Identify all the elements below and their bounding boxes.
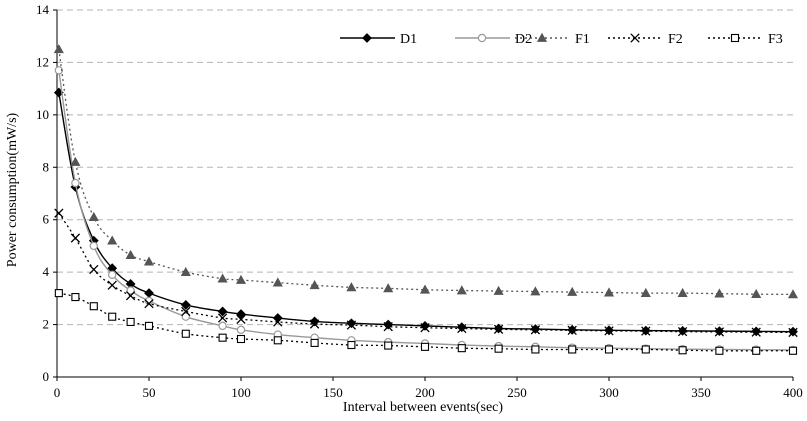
point-f3-19 (642, 346, 649, 353)
y-tick-label-10: 10 (36, 107, 49, 122)
series-line-d2 (59, 70, 793, 350)
point-f3-4 (127, 318, 134, 325)
y-tick-label-8: 8 (43, 159, 50, 174)
x-axis-title: Interval between events(sec) (343, 400, 503, 415)
point-f3-1 (72, 294, 79, 301)
y-tick-label-2: 2 (43, 317, 50, 332)
point-f3-21 (716, 347, 723, 354)
point-d2-8 (237, 326, 244, 333)
point-f1-2 (90, 213, 98, 221)
series-line-f2 (59, 213, 793, 332)
series-f2 (55, 209, 798, 337)
legend-marker-f2 (631, 34, 639, 42)
y-tick-label-12: 12 (36, 54, 49, 69)
x-tick-label-400: 400 (783, 385, 803, 400)
legend-marker-f1 (538, 34, 546, 42)
legend: D1 D2 F1 F2 F3 (340, 32, 783, 47)
point-f1-7 (218, 274, 226, 282)
point-f3-22 (753, 347, 760, 354)
x-tick-label-200: 200 (415, 385, 435, 400)
point-f3-9 (274, 337, 281, 344)
x-tick-label-300: 300 (599, 385, 619, 400)
y-axis-title: Power consumption(mW/s) (5, 112, 20, 267)
y-tick-label-0: 0 (43, 369, 50, 384)
legend-label-f1: F1 (575, 32, 590, 47)
point-f3-16 (532, 346, 539, 353)
legend-label-d1: D1 (400, 32, 417, 47)
series-layer (55, 45, 798, 354)
point-f1-3 (108, 236, 116, 244)
x-tick-label-350: 350 (691, 385, 711, 400)
point-d2-2 (90, 242, 97, 249)
x-tick-label-100: 100 (231, 385, 251, 400)
point-f3-3 (109, 313, 116, 320)
point-f1-20 (678, 289, 686, 297)
point-f1-17 (568, 288, 576, 296)
point-d2-1 (72, 179, 79, 186)
point-d1-13 (421, 322, 429, 330)
point-f3-20 (679, 347, 686, 354)
point-f1-9 (274, 278, 282, 286)
series-d2 (55, 67, 796, 354)
point-f3-23 (790, 347, 797, 354)
point-f1-4 (126, 251, 134, 259)
point-f3-8 (238, 335, 245, 342)
point-d1-11 (347, 319, 355, 327)
legend-label-f3: F3 (768, 32, 783, 47)
point-f3-5 (146, 322, 153, 329)
x-tick-label-0: 0 (54, 385, 61, 400)
x-tick-label-50: 50 (143, 385, 156, 400)
point-f1-5 (145, 257, 153, 265)
gridlines (57, 10, 793, 325)
point-f1-1 (71, 158, 79, 166)
point-f2-0 (55, 209, 63, 217)
point-f3-7 (219, 334, 226, 341)
point-f1-23 (789, 290, 797, 298)
point-d1-5 (145, 289, 153, 297)
point-f1-14 (458, 286, 466, 294)
x-tick-label-250: 250 (507, 385, 527, 400)
axes: 0 2 4 6 8 10 12 14 0 50 100 150 200 250 300 350 400 (36, 2, 803, 400)
point-f2-1 (71, 234, 79, 242)
legend-marker-d2 (478, 34, 485, 41)
point-f3-6 (182, 330, 189, 337)
point-f3-13 (422, 343, 429, 350)
point-d1-9 (274, 314, 282, 322)
point-f2-3 (108, 281, 116, 289)
point-f3-18 (606, 346, 613, 353)
legend-marker-f3 (732, 35, 739, 42)
point-f1-11 (347, 283, 355, 291)
point-f3-2 (90, 303, 97, 310)
y-tick-label-4: 4 (43, 264, 50, 279)
point-f3-15 (495, 345, 502, 352)
series-d1 (55, 88, 798, 335)
point-f1-22 (752, 290, 760, 298)
point-f1-12 (384, 284, 392, 292)
point-d2-7 (219, 322, 226, 329)
x-tick-label-150: 150 (323, 385, 343, 400)
point-f1-0 (55, 45, 63, 53)
legend-label-d2: D2 (515, 32, 532, 47)
point-f3-17 (569, 346, 576, 353)
y-tick-label-14: 14 (36, 2, 50, 17)
point-f3-10 (311, 339, 318, 346)
series-f1 (55, 45, 798, 298)
point-f3-11 (348, 342, 355, 349)
point-f3-0 (55, 290, 62, 297)
point-f3-14 (458, 345, 465, 352)
legend-label-f2: F2 (668, 32, 683, 47)
point-d2-3 (109, 271, 116, 278)
legend-marker-d1 (363, 34, 371, 42)
point-f3-12 (385, 342, 392, 349)
y-tick-label-6: 6 (43, 212, 50, 227)
series-line-f1 (59, 49, 793, 294)
point-f2-2 (90, 265, 98, 273)
